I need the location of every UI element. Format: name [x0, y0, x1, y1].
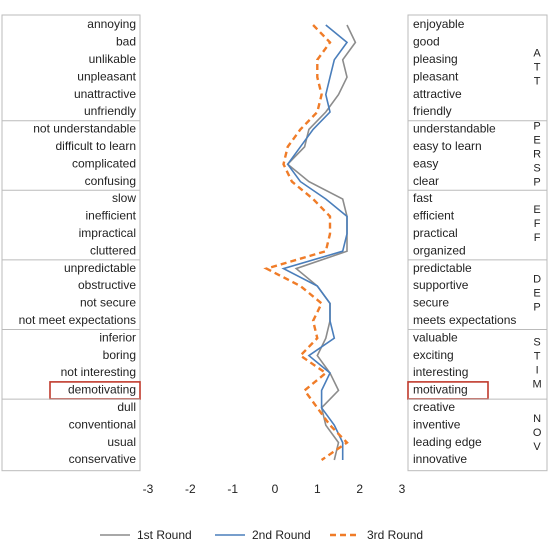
- legend-label: 1st Round: [137, 528, 192, 542]
- right-label: predictable: [413, 261, 472, 275]
- group-label: STIM: [531, 336, 543, 392]
- left-label: unpleasant: [77, 69, 136, 83]
- right-label: inventive: [413, 417, 461, 431]
- right-label: supportive: [413, 278, 469, 292]
- x-tick-label: -2: [185, 482, 196, 496]
- right-label: pleasing: [413, 52, 458, 66]
- group-label: NOV: [531, 413, 543, 455]
- x-tick-label: 2: [356, 482, 363, 496]
- legend-label: 2nd Round: [252, 528, 311, 542]
- right-label: enjoyable: [413, 17, 465, 31]
- left-label: not understandable: [33, 122, 136, 136]
- right-label-box: [407, 14, 548, 472]
- right-label: secure: [413, 296, 449, 310]
- series-line: [286, 24, 357, 461]
- right-label: innovative: [413, 452, 467, 466]
- group-label: DEP: [531, 274, 543, 316]
- left-label: demotivating: [68, 383, 136, 397]
- left-label: usual: [107, 435, 136, 449]
- right-label: interesting: [413, 365, 468, 379]
- left-label: inferior: [99, 330, 136, 344]
- left-label: not interesting: [61, 365, 136, 379]
- group-label: PERSP: [531, 121, 543, 191]
- x-tick-label: -3: [143, 482, 154, 496]
- left-label-box: [1, 14, 141, 472]
- right-label: motivating: [413, 383, 468, 397]
- left-label: annoying: [87, 17, 136, 31]
- left-label: difficult to learn: [56, 139, 137, 153]
- right-label: leading edge: [413, 435, 482, 449]
- group-label: ATT: [531, 48, 543, 90]
- right-label: exciting: [413, 348, 454, 362]
- right-label: easy to learn: [413, 139, 482, 153]
- left-label: unpredictable: [64, 261, 136, 275]
- left-label: confusing: [85, 174, 136, 188]
- right-label: meets expectations: [413, 313, 516, 327]
- right-label: fast: [413, 191, 433, 205]
- right-label: good: [413, 35, 440, 49]
- left-label: unlikable: [89, 52, 137, 66]
- right-label: creative: [413, 400, 455, 414]
- right-label: practical: [413, 226, 458, 240]
- right-label: easy: [413, 156, 438, 170]
- right-label: clear: [413, 174, 439, 188]
- x-tick-label: 1: [314, 482, 321, 496]
- series-line: [263, 24, 349, 461]
- legend-label: 3rd Round: [367, 528, 423, 542]
- left-label: obstructive: [78, 278, 136, 292]
- x-tick-label: 3: [399, 482, 406, 496]
- right-label: valuable: [413, 330, 458, 344]
- right-label: efficient: [413, 209, 455, 223]
- right-label: pleasant: [413, 69, 459, 83]
- left-label: not meet expectations: [19, 313, 136, 327]
- left-label: complicated: [72, 156, 136, 170]
- left-label: impractical: [79, 226, 136, 240]
- left-label: slow: [112, 191, 136, 205]
- left-label: conservative: [69, 452, 137, 466]
- right-label: attractive: [413, 87, 462, 101]
- left-label: dull: [117, 400, 136, 414]
- right-label: organized: [413, 243, 466, 257]
- left-label: unfriendly: [84, 104, 136, 118]
- left-label: boring: [103, 348, 136, 362]
- right-label: understandable: [413, 122, 496, 136]
- x-tick-label: 0: [272, 482, 279, 496]
- left-label: not secure: [80, 296, 136, 310]
- x-tick-label: -1: [227, 482, 238, 496]
- right-label: friendly: [413, 104, 452, 118]
- left-label: conventional: [69, 417, 136, 431]
- left-label: bad: [116, 35, 136, 49]
- series-line: [281, 24, 349, 460]
- left-label: inefficient: [86, 209, 137, 223]
- left-label: unattractive: [74, 87, 136, 101]
- group-label: EFF: [531, 204, 543, 246]
- left-label: cluttered: [90, 243, 136, 257]
